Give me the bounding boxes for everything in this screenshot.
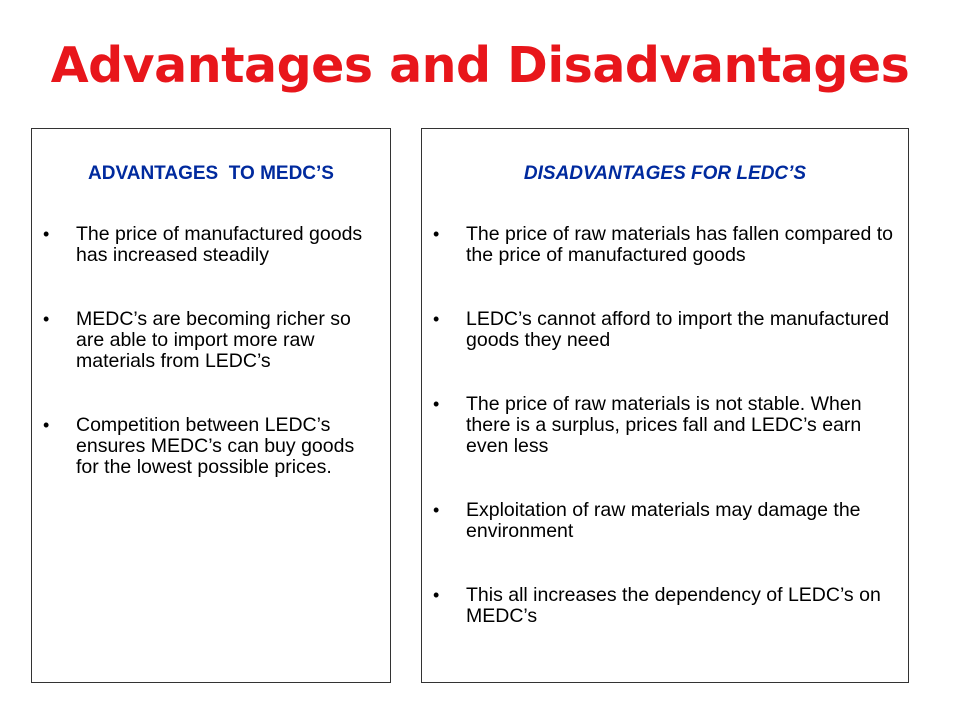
bullet-icon: • (433, 394, 440, 414)
list-item: • The price of raw materials is not stab… (422, 394, 908, 457)
list-item: • MEDC’s are becoming richer so are able… (32, 309, 390, 372)
list-item: • LEDC’s cannot afford to import the man… (422, 309, 908, 351)
disadvantages-heading: DISADVANTAGES FOR LEDC’S (523, 163, 807, 184)
bullet-icon: • (433, 500, 440, 520)
bullet-icon: • (43, 415, 50, 435)
disadvantages-panel: DISADVANTAGES FOR LEDC’S • The price of … (421, 128, 909, 683)
advantages-list: • The price of manufactured goods has in… (32, 224, 390, 521)
bullet-icon: • (433, 309, 440, 329)
bullet-icon: • (43, 309, 50, 329)
list-item-text: The price of raw materials has fallen co… (466, 223, 894, 266)
list-item-text: This all increases the dependency of LED… (466, 584, 881, 627)
advantages-heading: ADVANTAGES TO MEDC’S (88, 163, 334, 184)
bullet-icon: • (433, 224, 440, 244)
list-item: • The price of manufactured goods has in… (32, 224, 390, 266)
list-item-text: MEDC’s are becoming richer so are able t… (76, 308, 351, 372)
list-item: • Exploitation of raw materials may dama… (422, 500, 908, 542)
list-item: • Competition between LEDC’s ensures MED… (32, 415, 390, 478)
bullet-icon: • (43, 224, 50, 244)
slide-title: Advantages and Disadvantages (50, 37, 910, 94)
list-item: • This all increases the dependency of L… (422, 585, 908, 627)
list-item-text: The price of raw materials is not stable… (466, 393, 862, 457)
advantages-panel: ADVANTAGES TO MEDC’S • The price of manu… (31, 128, 391, 683)
disadvantages-list: • The price of raw materials has fallen … (422, 224, 908, 670)
list-item-text: The price of manufactured goods has incr… (76, 223, 363, 266)
list-item: • The price of raw materials has fallen … (422, 224, 908, 266)
list-item-text: Exploitation of raw materials may damage… (466, 499, 861, 542)
bullet-icon: • (433, 585, 440, 605)
list-item-text: Competition between LEDC’s ensures MEDC’… (76, 414, 355, 478)
list-item-text: LEDC’s cannot afford to import the manuf… (466, 308, 890, 351)
